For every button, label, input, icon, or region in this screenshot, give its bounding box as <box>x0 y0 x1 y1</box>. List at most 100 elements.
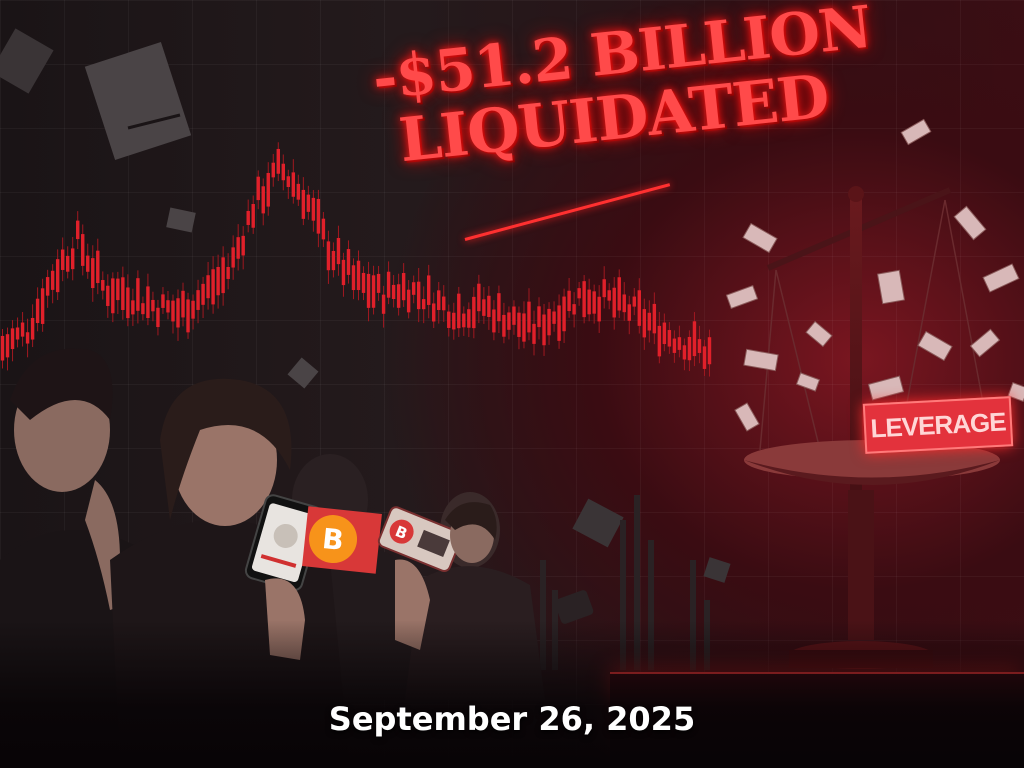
candle <box>341 259 346 286</box>
candle <box>301 189 306 219</box>
candle <box>211 269 215 305</box>
candle <box>40 288 45 324</box>
candle <box>141 303 145 315</box>
falling-paper <box>84 42 192 160</box>
candle <box>216 266 220 296</box>
candle <box>462 313 466 328</box>
leverage-label: LEVERAGE <box>862 396 1014 454</box>
candle <box>577 288 581 299</box>
candle <box>391 284 396 299</box>
candle <box>597 296 601 322</box>
candle <box>276 148 280 174</box>
candle <box>437 290 441 311</box>
candle <box>396 284 401 308</box>
candle <box>201 283 205 305</box>
candle <box>517 312 521 337</box>
candle <box>642 309 647 338</box>
candle <box>637 290 642 326</box>
candle <box>416 281 421 310</box>
candle <box>411 282 416 295</box>
candle <box>191 300 195 319</box>
candle <box>457 293 461 329</box>
candle <box>70 248 75 270</box>
falling-paper <box>287 357 319 389</box>
candle <box>146 286 150 319</box>
candle <box>346 249 351 275</box>
candle <box>492 309 496 333</box>
far-phone <box>554 590 594 624</box>
candle <box>507 312 511 330</box>
candle <box>311 197 316 221</box>
candle <box>25 332 30 344</box>
candle <box>687 336 692 361</box>
falling-paper <box>0 28 54 94</box>
crypto-wallet-device: B <box>377 506 463 573</box>
candle <box>20 322 25 337</box>
candle <box>502 314 506 337</box>
candle <box>632 296 636 307</box>
candle <box>482 299 486 316</box>
candle <box>662 322 667 345</box>
date-caption: September 26, 2025 <box>328 700 696 738</box>
candle <box>86 255 90 272</box>
candle <box>15 327 20 340</box>
candle <box>326 241 331 271</box>
scale-string <box>775 269 821 451</box>
candle <box>582 281 586 318</box>
phone-device <box>244 494 323 592</box>
candle <box>156 307 160 328</box>
scale-finial <box>848 186 864 202</box>
candle <box>76 220 80 240</box>
candle <box>5 334 10 358</box>
candle <box>0 335 5 361</box>
candle <box>161 294 165 308</box>
person-right-hair <box>445 502 497 540</box>
candles-group <box>0 142 712 377</box>
candle <box>497 293 501 322</box>
candle <box>121 277 125 310</box>
candle <box>512 306 516 325</box>
candle <box>401 273 406 301</box>
candle <box>522 313 526 342</box>
candle <box>612 287 616 318</box>
candle <box>652 303 657 334</box>
candle <box>30 317 35 340</box>
candle <box>286 176 291 187</box>
candle <box>126 287 130 319</box>
candle <box>572 304 576 315</box>
candle <box>366 273 371 308</box>
candle <box>426 275 431 305</box>
candle <box>271 162 275 178</box>
candle <box>81 234 85 266</box>
candle <box>617 277 621 311</box>
candle <box>60 249 65 270</box>
candle <box>35 298 40 324</box>
falling-paper <box>166 207 196 233</box>
scale-string <box>899 199 946 441</box>
candle <box>106 285 110 306</box>
candle <box>316 198 321 234</box>
candle <box>96 250 100 284</box>
candle <box>477 283 481 312</box>
candle <box>542 314 546 346</box>
candle <box>406 289 411 313</box>
candle <box>627 304 631 321</box>
candle <box>447 311 451 328</box>
candle <box>682 345 687 360</box>
candle <box>45 277 50 296</box>
candle <box>336 238 341 265</box>
candle <box>381 294 386 314</box>
candle <box>592 291 596 314</box>
candle <box>432 303 436 322</box>
candle <box>101 280 105 291</box>
candle <box>667 330 672 347</box>
candle <box>707 337 712 365</box>
candle <box>10 328 15 350</box>
candle <box>241 235 245 256</box>
person-center-hair <box>160 378 292 520</box>
candle <box>692 321 697 357</box>
candle <box>547 308 551 336</box>
candle <box>131 300 135 315</box>
